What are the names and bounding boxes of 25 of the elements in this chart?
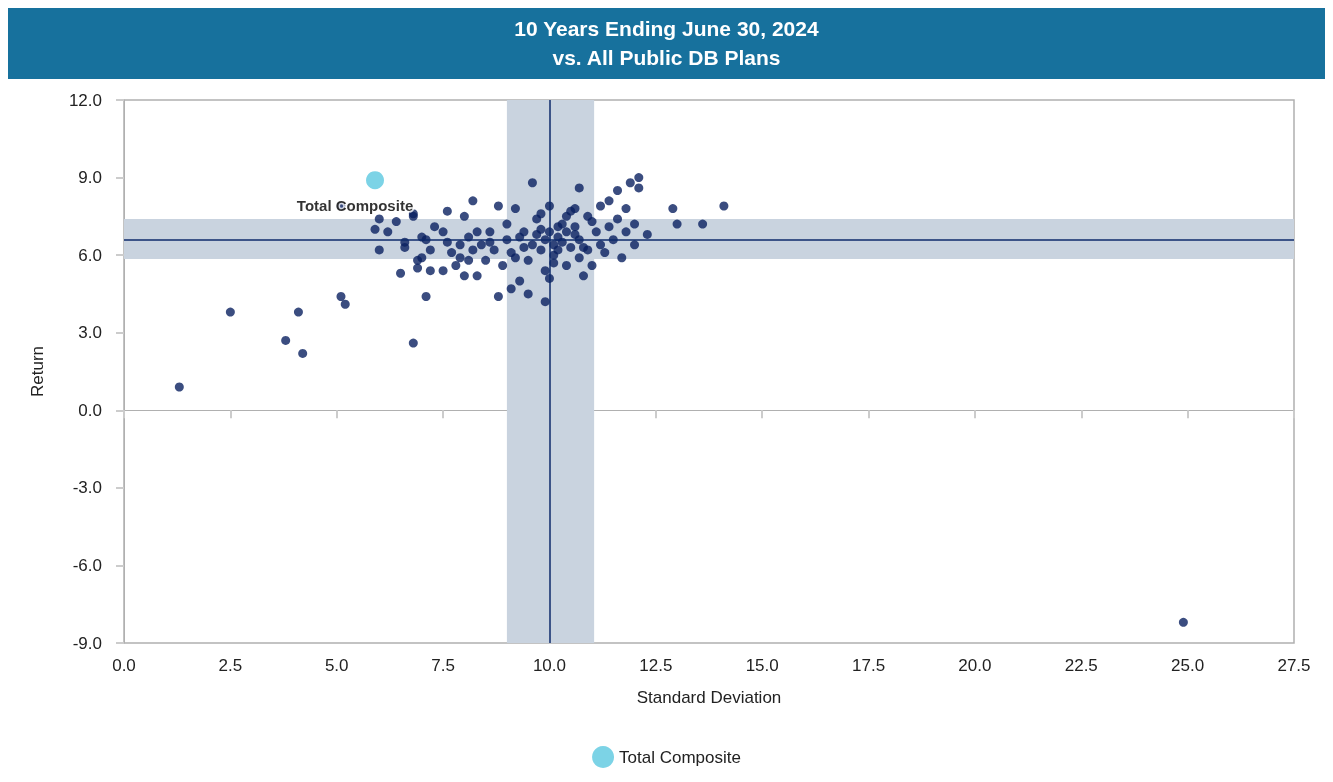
x-tick-label: 0.0	[112, 656, 136, 675]
x-tick-label: 10.0	[532, 656, 566, 675]
chart-title: 10 Years Ending June 30, 2024	[513, 16, 820, 42]
y-tick-label: 0.0	[78, 400, 102, 420]
y-tick-label: -3.0	[72, 478, 102, 498]
y-tick-label: -9.0	[72, 633, 102, 653]
y-tick-label: 9.0	[78, 168, 102, 188]
x-tick-label: 12.5	[639, 656, 673, 675]
x-tick-label: 7.5	[431, 656, 455, 675]
x-tick-label: 2.5	[218, 656, 243, 675]
x-tick-label: 15.0	[745, 656, 779, 675]
y-tick-label: -6.0	[72, 555, 102, 575]
y-tick-label: 12.0	[68, 90, 102, 110]
x-tick-label: 27.5	[1277, 656, 1311, 675]
x-tick-label: 17.5	[852, 656, 886, 675]
x-tick-label: 25.0	[1171, 656, 1205, 675]
x-tick-label: 5.0	[324, 656, 349, 675]
y-tick-label: 3.0	[78, 323, 102, 343]
x-tick-label: 20.0	[958, 656, 992, 675]
chart-subtitle: vs. All Public DB Plans	[551, 45, 782, 71]
y-tick-label: 6.0	[78, 245, 102, 265]
legend-label: Total Composite	[619, 747, 741, 767]
y-axis-title: Return	[28, 345, 47, 398]
x-tick-label: 22.5	[1064, 656, 1098, 675]
x-axis-title: Standard Deviation	[636, 688, 782, 707]
